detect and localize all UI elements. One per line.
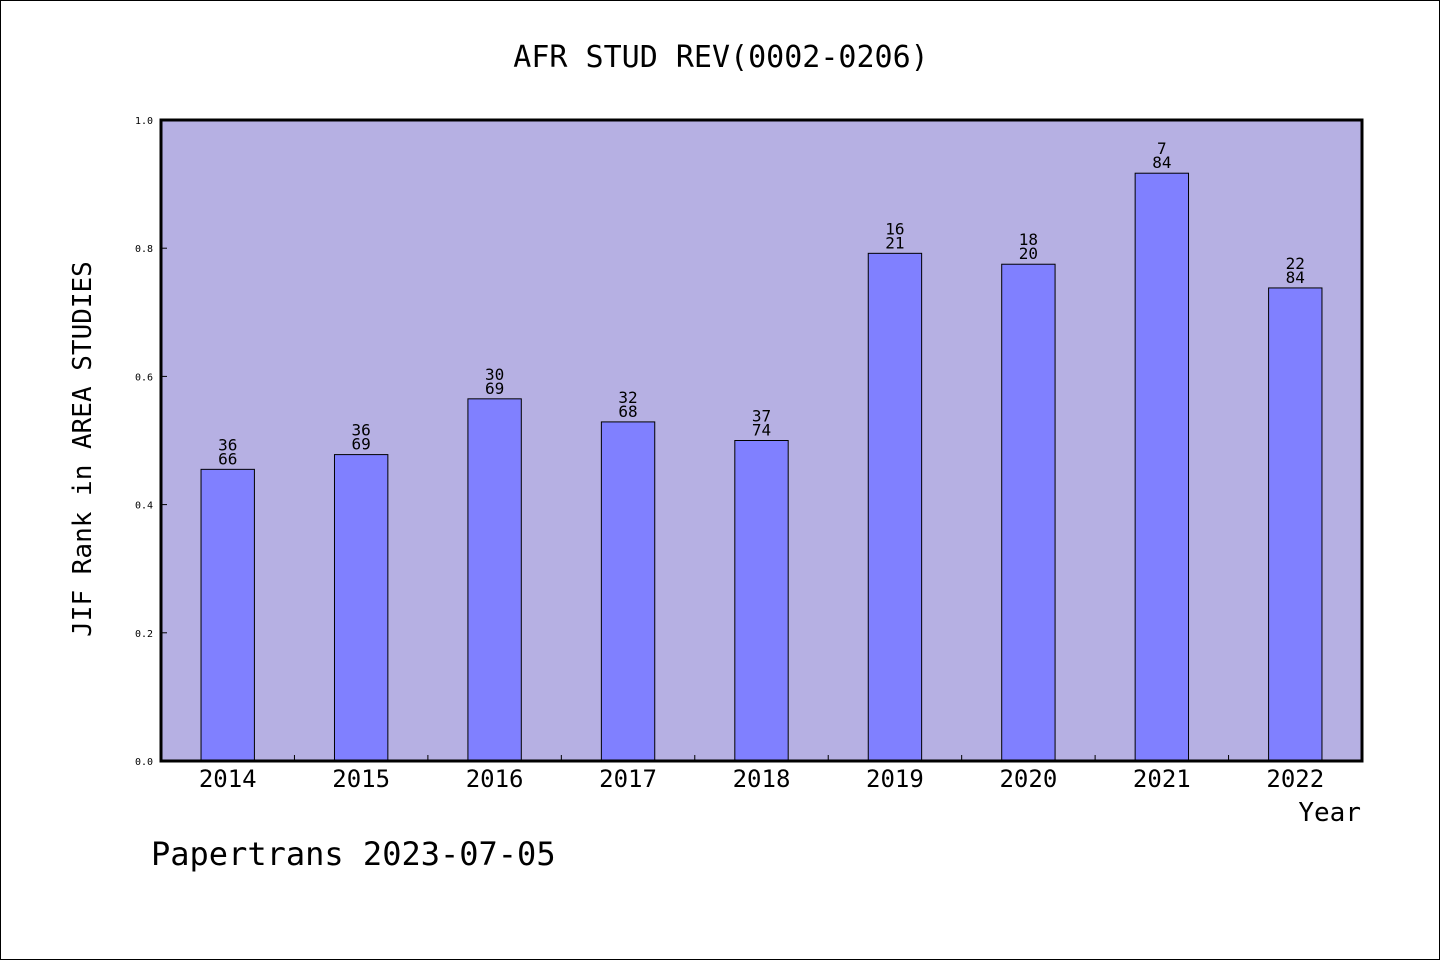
y-axis-label: JIF Rank in AREA STUDIES (68, 261, 98, 637)
bar-label-total: 68 (618, 402, 637, 421)
bar-label-total: 66 (218, 449, 237, 468)
x-axis-label: Year (1298, 798, 1361, 828)
bar (1268, 287, 1323, 762)
bar (734, 440, 789, 762)
x-tick-label: 2014 (199, 765, 257, 793)
footer-note: Papertrans 2023-07-05 (151, 835, 556, 873)
bar-label-total: 84 (1152, 153, 1171, 172)
y-tick-label: 0.2 (135, 629, 153, 640)
x-tick-label: 2019 (866, 765, 924, 793)
x-tick-label: 2016 (466, 765, 524, 793)
bar-label-rank: 22 (1286, 254, 1305, 273)
bar-label-rank: 30 (485, 365, 504, 384)
x-tick-label: 2018 (733, 765, 791, 793)
bar-label-rank: 32 (618, 388, 637, 407)
bars-layer (200, 172, 1323, 762)
chart-title: AFR STUD REV(0002-0206) (513, 40, 928, 75)
bar-label-total: 84 (1286, 268, 1305, 287)
x-tick-label: 2020 (999, 765, 1057, 793)
y-tick-label: 1.0 (135, 116, 153, 127)
bar (1001, 263, 1056, 762)
bar-label-total: 21 (885, 233, 904, 252)
y-tick-label: 0.4 (135, 501, 153, 512)
bar (467, 398, 522, 762)
x-tick-label: 2022 (1266, 765, 1324, 793)
bar-label-rank: 37 (752, 407, 771, 426)
bar-label-rank: 36 (218, 435, 237, 454)
bar (600, 421, 656, 762)
bar (333, 454, 389, 762)
x-tick-label: 2017 (599, 765, 657, 793)
bar-label-rank: 7 (1157, 139, 1167, 158)
plot-border (159, 118, 1364, 763)
bar (200, 468, 255, 762)
y-tick-label: 0.0 (135, 757, 153, 768)
x-tick-label: 2021 (1133, 765, 1191, 793)
bar-label-total: 74 (752, 421, 771, 440)
bar-label-rank: 18 (1019, 230, 1038, 249)
y-tick-label: 0.6 (135, 372, 153, 383)
bar (1134, 172, 1190, 762)
bar (867, 252, 923, 762)
bar-label-rank: 16 (885, 219, 904, 238)
x-tick-label: 2015 (332, 765, 390, 793)
bar-label-rank: 36 (352, 421, 371, 440)
bar-label-total: 69 (485, 379, 504, 398)
bar-label-total: 69 (352, 435, 371, 454)
x-axis-ticks: 2014 2015 2016 2017 2018 2019 2020 2021 2022 (199, 755, 1324, 793)
y-tick-label: 0.8 (135, 244, 153, 255)
bar-label-total: 20 (1019, 244, 1038, 263)
